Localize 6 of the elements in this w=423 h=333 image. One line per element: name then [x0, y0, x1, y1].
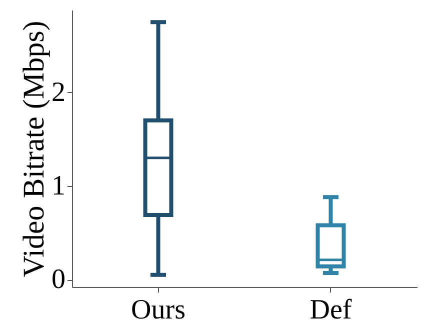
y-tick-label: 1: [52, 170, 66, 202]
y-axis-title: Video Bitrate (Mbps): [18, 20, 50, 278]
x-tick-label: Ours: [131, 294, 186, 326]
y-tick-label: 2: [52, 76, 66, 108]
y-tick-label: 0: [52, 264, 66, 296]
x-tick-label: Def: [310, 294, 352, 326]
